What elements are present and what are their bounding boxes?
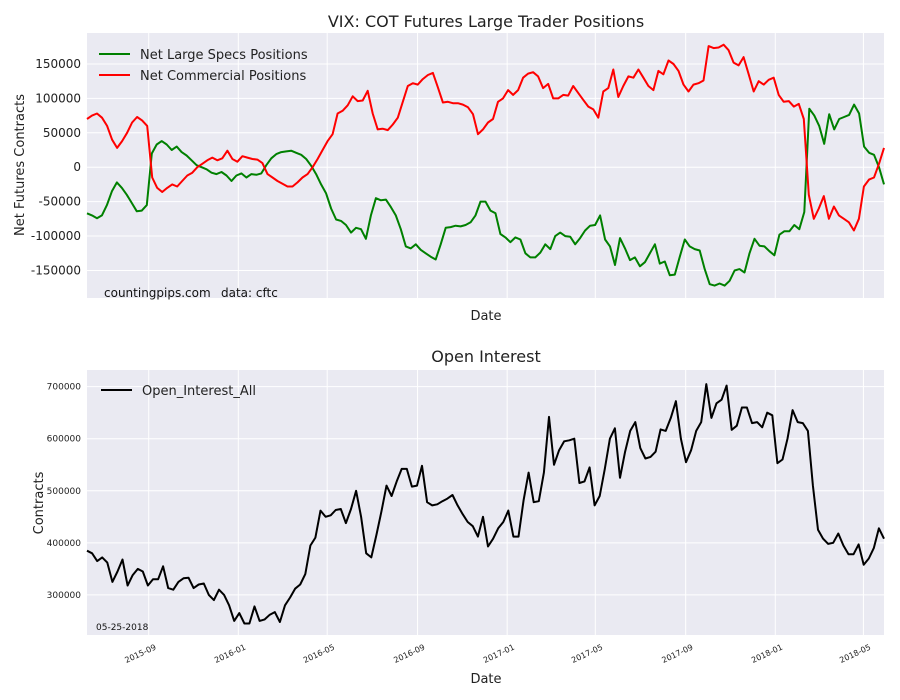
y-tick-label: 150000 bbox=[35, 57, 81, 71]
legend-label-open-interest: Open_Interest_All bbox=[142, 384, 256, 399]
top-x-axis-label: Date bbox=[470, 309, 501, 324]
x-tick-label: 2017-01 bbox=[482, 643, 516, 665]
x-tick-label: 2016-01 bbox=[213, 643, 247, 665]
y-tick-label: -100000 bbox=[31, 229, 81, 243]
y-tick-label: 500000 bbox=[47, 487, 82, 497]
x-tick-label: 2018-01 bbox=[750, 643, 784, 665]
y-tick-label: 0 bbox=[73, 160, 81, 174]
series-line-0 bbox=[86, 103, 885, 287]
x-tick-label: 2016-09 bbox=[392, 643, 426, 665]
bottom-y-axis-label: Contracts bbox=[32, 471, 47, 534]
top-plot-area bbox=[87, 33, 884, 298]
bottom-chart-title: Open Interest bbox=[431, 347, 540, 366]
bottom-x-axis-label: Date bbox=[470, 672, 501, 687]
x-tick-label: 2017-05 bbox=[570, 643, 604, 665]
bottom-legend: Open_Interest_All bbox=[101, 384, 256, 399]
top-chart: -150000 -100000 -50000 0 50000 100000 150000 V… bbox=[13, 12, 885, 324]
y-tick-label: -50000 bbox=[38, 195, 81, 209]
source-annotation: countingpips.com bbox=[104, 286, 211, 300]
bottom-y-tick-labels: 300000 400000 500000 600000 700000 bbox=[47, 383, 82, 601]
y-tick-label: 400000 bbox=[47, 539, 82, 549]
bottom-x-tick-labels: 2015-09 2016-01 2016-05 2016-09 2017-01 2017-… bbox=[123, 643, 872, 665]
y-tick-label: 700000 bbox=[47, 383, 82, 393]
bottom-series-lines bbox=[86, 383, 885, 625]
x-tick-label: 2018-05 bbox=[838, 643, 872, 665]
y-tick-label: 50000 bbox=[43, 126, 81, 140]
data-annotation: data: cftc bbox=[221, 286, 278, 300]
legend-label-large-specs: Net Large Specs Positions bbox=[140, 48, 308, 63]
y-tick-label: 300000 bbox=[47, 591, 82, 601]
series-line-1 bbox=[86, 43, 885, 232]
x-tick-label: 2016-05 bbox=[302, 643, 336, 665]
top-y-tick-labels: -150000 -100000 -50000 0 50000 100000 150000 bbox=[31, 57, 81, 277]
y-tick-label: -150000 bbox=[31, 263, 81, 277]
top-legend: Net Large Specs Positions Net Commercial… bbox=[99, 48, 308, 84]
date-annotation: 05-25-2018 bbox=[96, 623, 149, 633]
y-tick-label: 100000 bbox=[35, 91, 81, 105]
top-series-lines bbox=[86, 43, 885, 287]
x-tick-label: 2015-09 bbox=[123, 643, 157, 665]
bottom-gridlines bbox=[87, 370, 884, 635]
legend-label-commercial: Net Commercial Positions bbox=[140, 69, 306, 84]
top-chart-title: VIX: COT Futures Large Trader Positions bbox=[328, 12, 644, 31]
y-tick-label: 600000 bbox=[47, 435, 82, 445]
top-y-axis-label: Net Futures Contracts bbox=[13, 94, 28, 236]
series-line-0 bbox=[86, 383, 885, 625]
x-tick-label: 2017-09 bbox=[660, 643, 694, 665]
